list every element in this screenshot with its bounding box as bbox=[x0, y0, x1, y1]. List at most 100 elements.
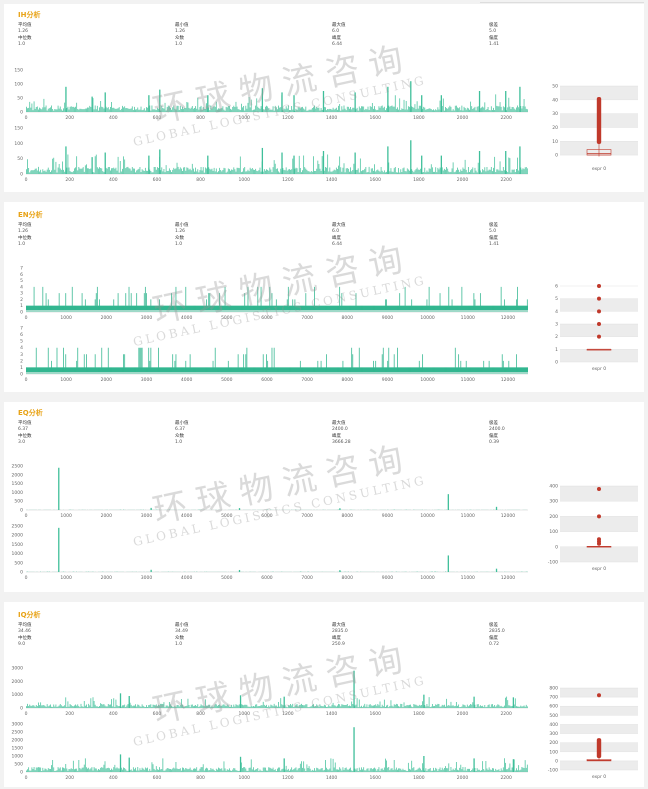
x-tick-label: 800 bbox=[196, 775, 205, 781]
bar-spike bbox=[354, 92, 356, 112]
x-tick-label: 1400 bbox=[326, 775, 338, 781]
stat-item: 偏度 1.41 bbox=[489, 236, 499, 248]
stat-item: 最大值 2400.0 bbox=[332, 421, 348, 433]
stat-label: 峰度 bbox=[332, 36, 341, 41]
x-tick-label: 1600 bbox=[369, 177, 381, 183]
plot-band bbox=[560, 324, 638, 337]
box-category-label: expr 0 bbox=[592, 774, 606, 780]
stat-value: 1.41 bbox=[489, 42, 500, 47]
plot-band bbox=[560, 298, 638, 312]
x-tick-label: 200 bbox=[65, 177, 74, 183]
stat-value: 1.0 bbox=[175, 242, 183, 247]
bar-spike bbox=[148, 95, 150, 112]
x-tick-label: 3000 bbox=[141, 513, 153, 519]
stat-item: 极差 2835.0 bbox=[489, 623, 505, 635]
stat-value: 1.26 bbox=[175, 229, 186, 234]
bar-spike bbox=[65, 146, 67, 174]
y-tick-label: -100 bbox=[548, 768, 558, 774]
bar-spike bbox=[421, 95, 423, 112]
y-tick-label: 4 bbox=[20, 284, 23, 290]
x-tick-label: 11000 bbox=[461, 575, 475, 581]
stat-value: 250.9 bbox=[332, 642, 345, 647]
x-tick-label: 7000 bbox=[301, 377, 313, 383]
bar-spike bbox=[150, 569, 152, 572]
bar-spike bbox=[150, 507, 152, 510]
outlier-point bbox=[597, 693, 601, 698]
y-tick-label: 100 bbox=[549, 529, 558, 535]
stats-grid: 平均值 34.46 最小值 34.49 最大值 2835.0 极差 2835.0 中位数 9.0 众… bbox=[18, 623, 505, 653]
stat-label: 偏度 bbox=[489, 236, 498, 241]
stat-value: 1.26 bbox=[175, 29, 186, 34]
bar-spike bbox=[478, 91, 481, 112]
x-tick-label: 0 bbox=[25, 775, 28, 781]
stat-value: 1.0 bbox=[175, 42, 183, 47]
bar-series bbox=[26, 696, 528, 708]
x-tick-label: 2000 bbox=[457, 115, 469, 121]
bar-spike bbox=[159, 89, 161, 112]
stat-value: 5.0 bbox=[489, 229, 497, 234]
y-tick-label: -100 bbox=[548, 560, 558, 566]
stat-item: 中位数 3.0 bbox=[18, 434, 32, 446]
stat-value: 1.0 bbox=[175, 440, 183, 445]
ih-analysis-panel: IH分析 平均值 1.26 最小值 1.26 最大值 6.0 极差 5.0 中位数 1.0 众数 1.… bbox=[4, 4, 644, 192]
bar-spike bbox=[354, 152, 356, 174]
stat-item: 极差 5.0 bbox=[489, 23, 498, 35]
box-category-label: expr 0 bbox=[592, 366, 606, 372]
x-tick-label: 4000 bbox=[181, 315, 193, 321]
stat-value: 1.0 bbox=[18, 42, 26, 47]
x-tick-label: 400 bbox=[109, 115, 118, 121]
plot-band bbox=[560, 516, 638, 532]
bar-spike bbox=[440, 95, 442, 112]
stat-label: 最小值 bbox=[175, 223, 189, 228]
x-tick-label: 7000 bbox=[301, 315, 313, 321]
x-tick-label: 1200 bbox=[282, 177, 294, 183]
y-tick-label: 2500 bbox=[12, 524, 24, 530]
stat-item: 众数 1.0 bbox=[175, 236, 184, 248]
stat-item: 峰度 6.44 bbox=[332, 236, 342, 248]
stat-value: 3.0 bbox=[18, 440, 26, 445]
base-band-light bbox=[26, 372, 528, 374]
x-tick-label: 1200 bbox=[282, 775, 294, 781]
y-tick-label: 100 bbox=[14, 141, 23, 147]
x-tick-label: 2000 bbox=[101, 513, 113, 519]
x-tick-label: 12000 bbox=[501, 377, 515, 383]
stat-value: 2400.0 bbox=[332, 427, 348, 432]
x-tick-label: 1000 bbox=[60, 575, 72, 581]
panel-title: EN分析 bbox=[18, 211, 43, 219]
stat-item: 平均值 1.26 bbox=[18, 23, 32, 35]
stat-label: 偏度 bbox=[489, 36, 498, 41]
bar-spike bbox=[128, 757, 130, 772]
y-tick-label: 0 bbox=[555, 758, 558, 764]
y-tick-label: 6 bbox=[20, 332, 23, 338]
stat-label: 平均值 bbox=[18, 623, 32, 628]
y-tick-label: 3000 bbox=[12, 722, 24, 728]
y-tick-label: 2500 bbox=[12, 730, 24, 736]
bar-spike bbox=[440, 155, 442, 174]
stat-item: 平均值 34.46 bbox=[18, 623, 32, 635]
y-tick-label: 200 bbox=[549, 514, 558, 520]
bar-spike bbox=[104, 152, 106, 174]
bar-spike bbox=[281, 92, 283, 112]
stat-label: 最大值 bbox=[332, 23, 346, 28]
y-tick-label: 0 bbox=[555, 153, 558, 159]
x-tick-label: 800 bbox=[196, 115, 205, 121]
y-tick-label: 500 bbox=[549, 713, 558, 719]
stat-item: 峰度 3666.28 bbox=[332, 434, 351, 446]
y-tick-label: 0 bbox=[20, 110, 23, 116]
bar-spike bbox=[238, 508, 241, 510]
x-tick-label: 6000 bbox=[261, 377, 273, 383]
bar-spike bbox=[65, 86, 67, 112]
plot-band bbox=[560, 706, 638, 716]
y-tick-label: 6 bbox=[20, 272, 23, 278]
bar-spike bbox=[410, 140, 412, 174]
stat-item: 峰度 6.44 bbox=[332, 36, 342, 48]
x-tick-label: 2000 bbox=[457, 775, 469, 781]
bar-spike bbox=[473, 758, 475, 772]
stat-label: 极差 bbox=[489, 421, 498, 426]
x-tick-label: 1000 bbox=[60, 315, 72, 321]
stat-value: 0.39 bbox=[489, 440, 500, 445]
stat-item: 众数 1.0 bbox=[175, 636, 184, 648]
y-tick-label: 200 bbox=[549, 740, 558, 746]
bar-series bbox=[26, 758, 528, 772]
